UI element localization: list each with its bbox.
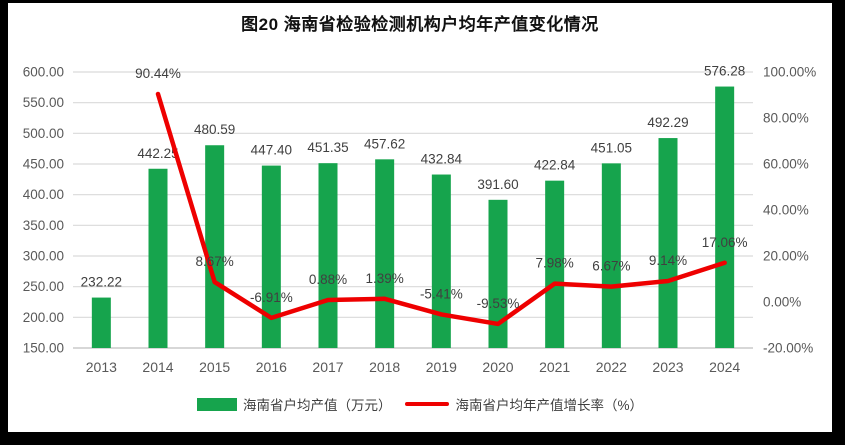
chart-title: 图20 海南省检验检测机构户均年产值变化情况 (241, 15, 599, 34)
x-axis-category-label: 2013 (86, 359, 117, 375)
bar-value-label: 442.25 (137, 146, 178, 161)
left-axis-tick: 450.00 (23, 157, 64, 172)
right-axis-tick: 80.00% (763, 111, 809, 126)
bar-2024 (715, 86, 735, 348)
right-axis-tick: 100.00% (763, 65, 816, 80)
x-axis-category-label: 2023 (652, 359, 683, 375)
x-axis-category-label: 2024 (709, 359, 740, 375)
x-axis-category-label: 2022 (596, 359, 627, 375)
left-axis-tick: 500.00 (23, 126, 64, 141)
bar-value-label: 457.62 (364, 136, 405, 151)
bar-value-label: 576.28 (704, 64, 745, 79)
line-series-label: 海南省户均年产值增长率（%） (455, 398, 643, 413)
bar-value-label: 480.59 (194, 122, 235, 137)
left-axis-tick: 200.00 (23, 310, 64, 325)
x-axis-category-label: 2017 (312, 359, 343, 375)
right-axis-tick: 40.00% (763, 203, 809, 218)
left-axis-tick: 300.00 (23, 249, 64, 264)
line-value-label: 9.14% (649, 253, 687, 268)
right-axis-tick: -20.00% (763, 341, 813, 356)
left-axis-tick: 400.00 (23, 187, 64, 202)
bar-value-label: 391.60 (477, 177, 518, 192)
chart-plot-area: 600.00 550.00 500.00 450.00 400.00 350.00 300.… (23, 64, 817, 375)
x-axis-category-label: 2019 (426, 359, 457, 375)
bar-value-label: 451.05 (591, 140, 632, 155)
right-axis-tick: 0.00% (763, 295, 801, 310)
x-axis-category-label: 2015 (199, 359, 230, 375)
bar-series-swatch (196, 397, 237, 411)
line-value-label: 0.88% (309, 272, 347, 287)
line-value-label: -9.53% (477, 296, 520, 311)
x-axis-category-label: 2021 (539, 359, 570, 375)
right-axis-tick: 60.00% (763, 157, 809, 172)
line-value-label: 8.67% (196, 254, 234, 269)
bar-2023 (658, 138, 678, 348)
bar-value-label: 451.35 (307, 140, 348, 155)
line-value-label: 1.39% (366, 271, 404, 286)
bar-value-label: 432.84 (421, 152, 463, 167)
bar-value-label: 447.40 (251, 143, 292, 158)
bar-2014 (148, 168, 168, 348)
left-axis-tick: 600.00 (23, 65, 64, 80)
x-axis-category-label: 2020 (482, 359, 513, 375)
bar-2018 (375, 159, 395, 348)
bar-2016 (261, 165, 281, 348)
left-axis-tick: 350.00 (23, 218, 64, 233)
chart-panel: 图20 海南省检验检测机构户均年产值变化情况 600.00 550.00 500.0… (8, 3, 832, 432)
bar-2022 (601, 163, 621, 348)
line-value-label: 17.06% (702, 235, 748, 250)
legend: 海南省户均产值（万元） 海南省户均年产值增长率（%） (8, 394, 832, 414)
bar-2013 (91, 297, 111, 348)
bar-value-label: 422.84 (534, 158, 576, 173)
bar-2021 (545, 180, 565, 348)
left-axis-tick: 550.00 (23, 95, 64, 110)
bar-2020 (488, 199, 508, 348)
x-axis-category-label: 2016 (256, 359, 287, 375)
bar-2019 (431, 174, 451, 348)
x-axis-category-label: 2018 (369, 359, 400, 375)
line-value-label: 7.98% (536, 256, 574, 271)
bar-series-label: 海南省户均产值（万元） (242, 398, 392, 413)
legend-item-bar-series: 海南省户均产值（万元） (196, 394, 392, 414)
x-axis-category-label: 2014 (142, 359, 173, 375)
line-value-label: 6.67% (592, 259, 630, 274)
right-axis-tick: 20.00% (763, 249, 809, 264)
legend-item-line-series: 海南省户均年产值增长率（%） (405, 394, 643, 414)
line-value-label: -6.91% (250, 290, 293, 305)
line-series-swatch (405, 401, 450, 407)
bar-2017 (318, 163, 338, 348)
left-axis-tick: 150.00 (23, 341, 64, 356)
line-value-label: -5.41% (420, 286, 463, 301)
bar-value-label: 232.22 (81, 275, 122, 290)
line-value-label: 90.44% (135, 66, 181, 81)
left-axis-tick: 250.00 (23, 279, 64, 294)
bar-2015 (205, 145, 225, 348)
growth-rate-line (155, 91, 727, 327)
bar-value-label: 492.29 (647, 115, 688, 130)
